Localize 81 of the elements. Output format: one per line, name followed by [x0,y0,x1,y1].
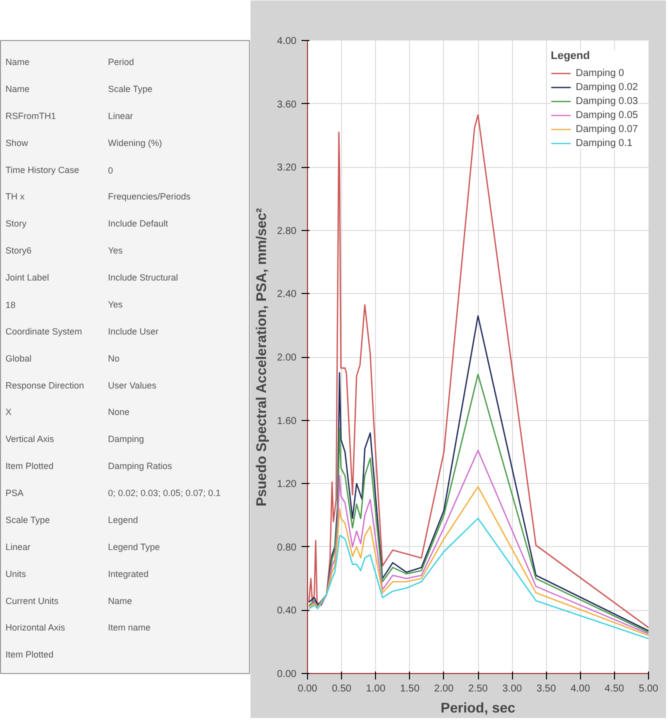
x-axis-title: Period, sec [440,700,516,716]
line-series [308,315,648,632]
text: Name [6,57,30,68]
text: Vertical Axis [6,434,55,444]
text: Legend [108,514,138,525]
text: Current Units [6,596,60,606]
text: TH x [6,192,25,202]
legend-title: Legend [550,50,591,62]
x-tick-label: 0.50 [332,684,352,694]
text: Linear [108,110,134,121]
y-tick-label: 3.20 [277,162,297,174]
text: User Values [108,380,157,390]
text: Widening (%) [108,138,162,148]
text: Scale Type [108,84,152,94]
text: Joint Label [6,272,50,283]
text: Yes [108,299,124,310]
text: Linear [6,542,31,552]
text: Scale Type [6,514,50,525]
text: Damping Ratios [108,461,173,472]
x-tick-label: 3.00 [502,684,522,694]
x-tick-label: 2.50 [468,684,488,694]
legend-label: Damping 0.02 [576,81,638,93]
text: Story6 [6,246,32,256]
y-tick-label: 1.20 [277,479,297,490]
text: Legend Type [108,542,160,552]
text: 18 [6,300,16,310]
y-tick-label: 4.00 [277,36,297,47]
text: RSFromTH1 [6,110,56,121]
text: Story [6,218,28,229]
text: 0 [108,165,114,176]
text: Item name [108,622,151,633]
y-tick-label: 0.80 [277,542,297,554]
legend-label: Damping 0.1 [576,137,632,149]
x-tick-label: 2.00 [434,684,454,694]
y-tick-label: 1.60 [277,416,297,427]
x-tick-label: 1.00 [366,684,386,694]
line-series [308,486,648,636]
y-tick-label: 0.40 [277,606,297,617]
text: Global [6,353,32,364]
text: Damping [108,434,144,444]
text: Period [108,57,134,68]
text: Include Default [108,218,169,229]
x-tick-label: 4.50 [604,684,625,694]
line-series [308,374,648,634]
text: 0; 0.02; 0.03; 0.05; 0.07; 0.1 [108,488,221,498]
legend-label: Damping 0 [576,67,624,79]
text: None [108,407,130,418]
text: Response Direction [6,380,84,390]
y-tick-label: 3.60 [277,99,297,110]
x-tick-label: 4.00 [570,684,590,694]
text: Time History Case [6,164,80,175]
text: Item Plotted [6,650,54,660]
x-tick-label: 3.50 [536,684,556,694]
y-tick-label: 2.80 [277,226,297,237]
legend-label: Damping 0.07 [576,123,638,135]
text: Name [6,84,30,94]
text: Coordinate System [6,326,82,336]
text: Yes [108,246,124,256]
text: X [6,407,12,418]
line-series [308,450,648,635]
text: Horizontal Axis [6,622,66,633]
legend-label: Damping 0.05 [576,109,638,121]
text: Show [6,138,29,148]
text: Units [6,568,27,579]
line-series [308,518,648,640]
text: Include User [108,326,159,336]
x-tick-label: 0.00 [298,684,318,694]
text: Frequencies/Periods [108,192,192,202]
text: Item Plotted [6,461,54,472]
text: Include Structural [108,272,178,283]
text: PSA [6,488,24,498]
y-tick-label: 2.40 [277,289,297,300]
text: No [108,353,120,364]
legend-label: Damping 0.03 [576,95,638,107]
x-tick-label: 5.00 [638,684,659,694]
y-tick-label: 2.00 [277,352,297,364]
x-tick-label: 1.50 [400,684,420,694]
text: Integrated [108,568,149,579]
y-axis-title: Psuedo Spectral Acceleration, PSA, mm/sec² [253,208,270,506]
y-tick-label: 0.00 [277,669,297,680]
text: Name [108,596,132,606]
